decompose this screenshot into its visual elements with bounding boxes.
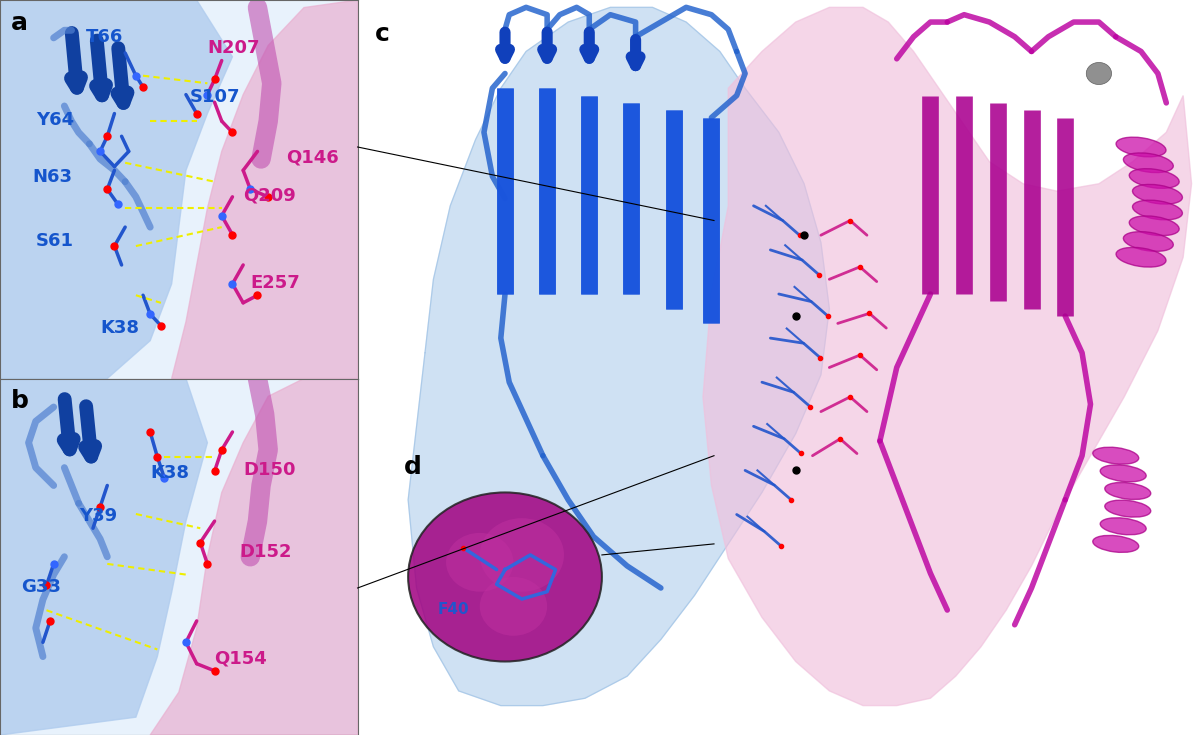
Ellipse shape [1123, 232, 1174, 251]
Text: S107: S107 [190, 88, 240, 106]
Ellipse shape [1133, 200, 1182, 220]
Text: d: d [404, 455, 422, 479]
Ellipse shape [1129, 168, 1180, 188]
Text: b: b [11, 390, 29, 413]
Circle shape [408, 492, 602, 662]
Ellipse shape [1100, 517, 1146, 535]
Polygon shape [408, 7, 829, 706]
Text: D150: D150 [244, 461, 295, 478]
Ellipse shape [1129, 216, 1180, 236]
Text: Q209: Q209 [244, 187, 296, 204]
Ellipse shape [1105, 482, 1151, 500]
Text: Y39: Y39 [79, 507, 116, 525]
Polygon shape [703, 7, 1192, 706]
Circle shape [480, 577, 547, 636]
Text: N63: N63 [32, 168, 72, 186]
Text: a: a [11, 11, 28, 35]
Ellipse shape [1093, 535, 1139, 553]
Text: K38: K38 [100, 319, 139, 337]
Ellipse shape [1100, 465, 1146, 482]
Text: Q146: Q146 [286, 148, 338, 167]
Ellipse shape [1093, 447, 1139, 465]
Circle shape [446, 533, 514, 592]
Polygon shape [0, 379, 208, 735]
Text: K38: K38 [150, 465, 190, 482]
Text: T66: T66 [86, 28, 124, 46]
Polygon shape [172, 0, 358, 379]
Circle shape [1086, 62, 1111, 85]
Text: N207: N207 [208, 39, 260, 57]
Text: c: c [374, 22, 389, 46]
Text: S61: S61 [36, 232, 73, 250]
Text: F40: F40 [438, 602, 469, 617]
Polygon shape [150, 379, 358, 735]
Circle shape [480, 518, 564, 592]
Ellipse shape [1116, 137, 1166, 157]
Ellipse shape [1133, 184, 1182, 204]
Ellipse shape [1123, 153, 1174, 173]
Polygon shape [0, 0, 233, 379]
Ellipse shape [1116, 248, 1166, 267]
Text: G33: G33 [22, 578, 61, 596]
Text: E257: E257 [251, 273, 300, 292]
Text: D152: D152 [240, 542, 292, 561]
Ellipse shape [1105, 500, 1151, 517]
Text: Y64: Y64 [36, 111, 74, 129]
Text: Q154: Q154 [215, 650, 268, 667]
